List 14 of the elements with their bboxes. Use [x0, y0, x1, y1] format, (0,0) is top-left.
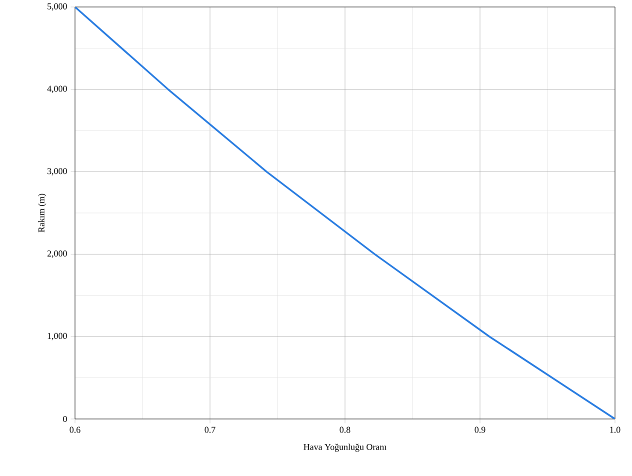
x-tick-label: 0.6	[70, 426, 80, 433]
y-tick-label: 5,000	[48, 3, 67, 11]
y-tick-label: 0	[63, 416, 67, 422]
x-tick-label: 1.0	[610, 426, 620, 433]
x-axis-title: Hava Yoğunluğu Oranı	[304, 444, 386, 452]
x-tick-label: 0.7	[204, 426, 216, 433]
y-tick-label: 1,000	[48, 332, 67, 340]
line-series	[75, 6, 615, 419]
x-tick-label: 0.8	[340, 426, 350, 433]
x-tick-label: 0.9	[474, 426, 486, 433]
y-tick-label: 2,000	[47, 250, 67, 258]
y-tick-label: 4,000	[47, 86, 67, 94]
y-axis-title: Rakım (m)	[38, 194, 46, 232]
y-tick-label: 3,000	[47, 168, 67, 176]
